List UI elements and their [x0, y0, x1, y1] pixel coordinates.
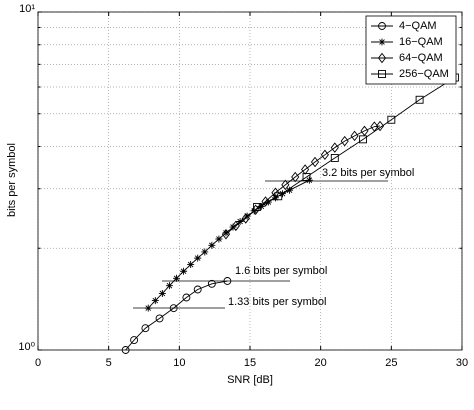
- marker: [330, 153, 339, 162]
- marker: [330, 142, 339, 153]
- x-tick-label: 5: [106, 357, 112, 369]
- marker: [320, 149, 329, 161]
- x-tick-label: 20: [315, 357, 327, 369]
- marker: [378, 38, 386, 46]
- marker: [359, 135, 368, 144]
- marker: [155, 314, 164, 323]
- marker: [378, 22, 386, 30]
- marker: [144, 304, 152, 312]
- marker: [121, 346, 130, 354]
- legend-box: [365, 15, 457, 85]
- series-line: [256, 77, 456, 208]
- marker: [208, 241, 216, 249]
- marker: [360, 125, 369, 137]
- marker: [375, 120, 385, 132]
- marker: [207, 279, 216, 288]
- marker: [415, 95, 424, 104]
- marker: [350, 130, 359, 142]
- marker: [180, 267, 188, 275]
- x-axis-label: SNR [dB]: [227, 374, 273, 386]
- marker: [187, 261, 195, 269]
- marker: [194, 254, 202, 262]
- marker: [221, 229, 231, 240]
- x-tick-label: 30: [456, 357, 468, 369]
- annotation: 1.6 bits per symbol: [235, 265, 327, 277]
- marker: [173, 274, 181, 282]
- x-tick-label: 10: [173, 357, 185, 369]
- marker: [253, 202, 262, 211]
- marker: [201, 248, 209, 256]
- legend-label: 256−QAM: [399, 68, 449, 80]
- marker: [165, 282, 173, 290]
- y-tick-label: 10⁰: [18, 341, 35, 353]
- marker: [310, 156, 320, 168]
- marker: [182, 293, 191, 302]
- x-tick-label: 15: [244, 357, 256, 369]
- marker: [223, 277, 232, 285]
- marker: [274, 192, 283, 201]
- marker: [377, 52, 387, 64]
- marker: [193, 285, 202, 294]
- marker: [387, 115, 396, 124]
- legend-label: 16−QAM: [399, 36, 443, 48]
- series-line: [225, 125, 381, 235]
- marker: [378, 70, 386, 78]
- annotation: 3.2 bits per symbol: [322, 167, 414, 179]
- marker: [231, 220, 240, 232]
- marker: [281, 179, 290, 191]
- legend-label: 4−QAM: [399, 20, 437, 32]
- marker: [257, 202, 265, 210]
- x-tick-label: 25: [385, 357, 397, 369]
- x-tick-label: 0: [35, 357, 41, 369]
- marker: [241, 213, 250, 224]
- marker: [141, 324, 150, 333]
- marker: [130, 336, 139, 345]
- marker: [151, 297, 159, 305]
- marker: [340, 135, 349, 147]
- marker: [291, 171, 300, 183]
- legend-label: 64−QAM: [399, 52, 443, 64]
- marker: [215, 235, 223, 243]
- y-axis-label: bits per symbol: [6, 143, 18, 217]
- marker: [158, 289, 166, 297]
- series-line: [147, 179, 310, 309]
- marker: [169, 304, 178, 313]
- marker: [261, 196, 270, 207]
- series-line: [125, 280, 228, 351]
- marker: [286, 186, 294, 194]
- y-tick-label: 10¹: [19, 3, 35, 15]
- marker: [302, 173, 311, 181]
- marker: [301, 164, 310, 175]
- marker: [236, 217, 244, 225]
- annotation: 1.33 bits per symbol: [228, 296, 326, 308]
- marker: [222, 229, 230, 237]
